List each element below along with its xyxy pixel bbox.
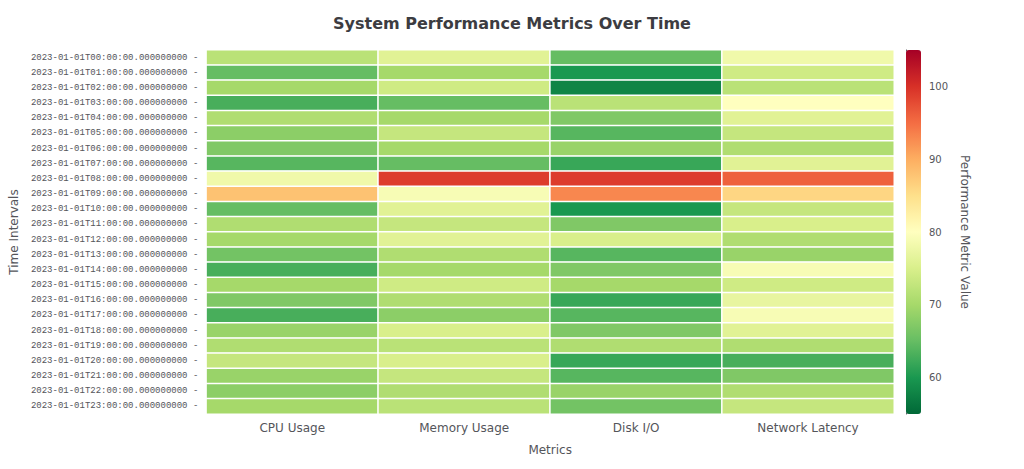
- svg-text:2023-01-01T23:00:00.000000000: 2023-01-01T23:00:00.000000000 -: [31, 401, 198, 411]
- svg-text:2023-01-01T19:00:00.000000000: 2023-01-01T19:00:00.000000000 -: [31, 341, 198, 351]
- svg-text:2023-01-01T04:00:00.000000000: 2023-01-01T04:00:00.000000000 -: [31, 113, 198, 123]
- svg-text:100: 100: [929, 81, 948, 92]
- svg-text:2023-01-01T21:00:00.000000000: 2023-01-01T21:00:00.000000000 -: [31, 371, 198, 381]
- svg-text:2023-01-01T03:00:00.000000000: 2023-01-01T03:00:00.000000000 -: [31, 98, 198, 108]
- svg-text:2023-01-01T02:00:00.000000000: 2023-01-01T02:00:00.000000000 -: [31, 83, 198, 93]
- svg-text:2023-01-01T16:00:00.000000000: 2023-01-01T16:00:00.000000000 -: [31, 295, 198, 305]
- svg-text:2023-01-01T13:00:00.000000000: 2023-01-01T13:00:00.000000000 -: [31, 250, 198, 260]
- svg-text:90: 90: [929, 154, 942, 165]
- svg-text:CPU Usage: CPU Usage: [259, 421, 325, 435]
- svg-text:2023-01-01T12:00:00.000000000: 2023-01-01T12:00:00.000000000 -: [31, 235, 198, 245]
- svg-text:2023-01-01T08:00:00.000000000: 2023-01-01T08:00:00.000000000 -: [31, 174, 198, 184]
- svg-text:2023-01-01T01:00:00.000000000: 2023-01-01T01:00:00.000000000 -: [31, 68, 198, 78]
- svg-text:2023-01-01T18:00:00.000000000: 2023-01-01T18:00:00.000000000 -: [31, 326, 198, 336]
- svg-text:Network Latency: Network Latency: [757, 421, 858, 435]
- svg-text:Metrics: Metrics: [528, 443, 572, 457]
- svg-text:2023-01-01T20:00:00.000000000: 2023-01-01T20:00:00.000000000 -: [31, 356, 198, 366]
- svg-text:2023-01-01T07:00:00.000000000: 2023-01-01T07:00:00.000000000 -: [31, 159, 198, 169]
- svg-text:60: 60: [929, 372, 942, 383]
- svg-text:2023-01-01T22:00:00.000000000: 2023-01-01T22:00:00.000000000 -: [31, 386, 198, 396]
- svg-text:2023-01-01T17:00:00.000000000: 2023-01-01T17:00:00.000000000 -: [31, 310, 198, 320]
- svg-text:2023-01-01T14:00:00.000000000: 2023-01-01T14:00:00.000000000 -: [31, 265, 198, 275]
- svg-text:Memory Usage: Memory Usage: [419, 421, 509, 435]
- svg-text:80: 80: [929, 227, 942, 238]
- svg-text:2023-01-01T06:00:00.000000000: 2023-01-01T06:00:00.000000000 -: [31, 144, 198, 154]
- svg-text:Performance Metric Value: Performance Metric Value: [958, 155, 972, 309]
- svg-text:2023-01-01T05:00:00.000000000: 2023-01-01T05:00:00.000000000 -: [31, 128, 198, 138]
- svg-text:2023-01-01T10:00:00.000000000: 2023-01-01T10:00:00.000000000 -: [31, 204, 198, 214]
- svg-text:70: 70: [929, 299, 942, 310]
- svg-text:2023-01-01T11:00:00.000000000: 2023-01-01T11:00:00.000000000 -: [31, 219, 198, 229]
- svg-text:2023-01-01T15:00:00.000000000: 2023-01-01T15:00:00.000000000 -: [31, 280, 198, 290]
- svg-text:System Performance Metrics Ove: System Performance Metrics Over Time: [333, 14, 691, 33]
- svg-text:2023-01-01T00:00:00.000000000: 2023-01-01T00:00:00.000000000 -: [31, 53, 198, 63]
- svg-text:Disk I/O: Disk I/O: [613, 421, 660, 435]
- svg-text:2023-01-01T09:00:00.000000000: 2023-01-01T09:00:00.000000000 -: [31, 189, 198, 199]
- svg-text:Time Intervals: Time Intervals: [7, 189, 21, 275]
